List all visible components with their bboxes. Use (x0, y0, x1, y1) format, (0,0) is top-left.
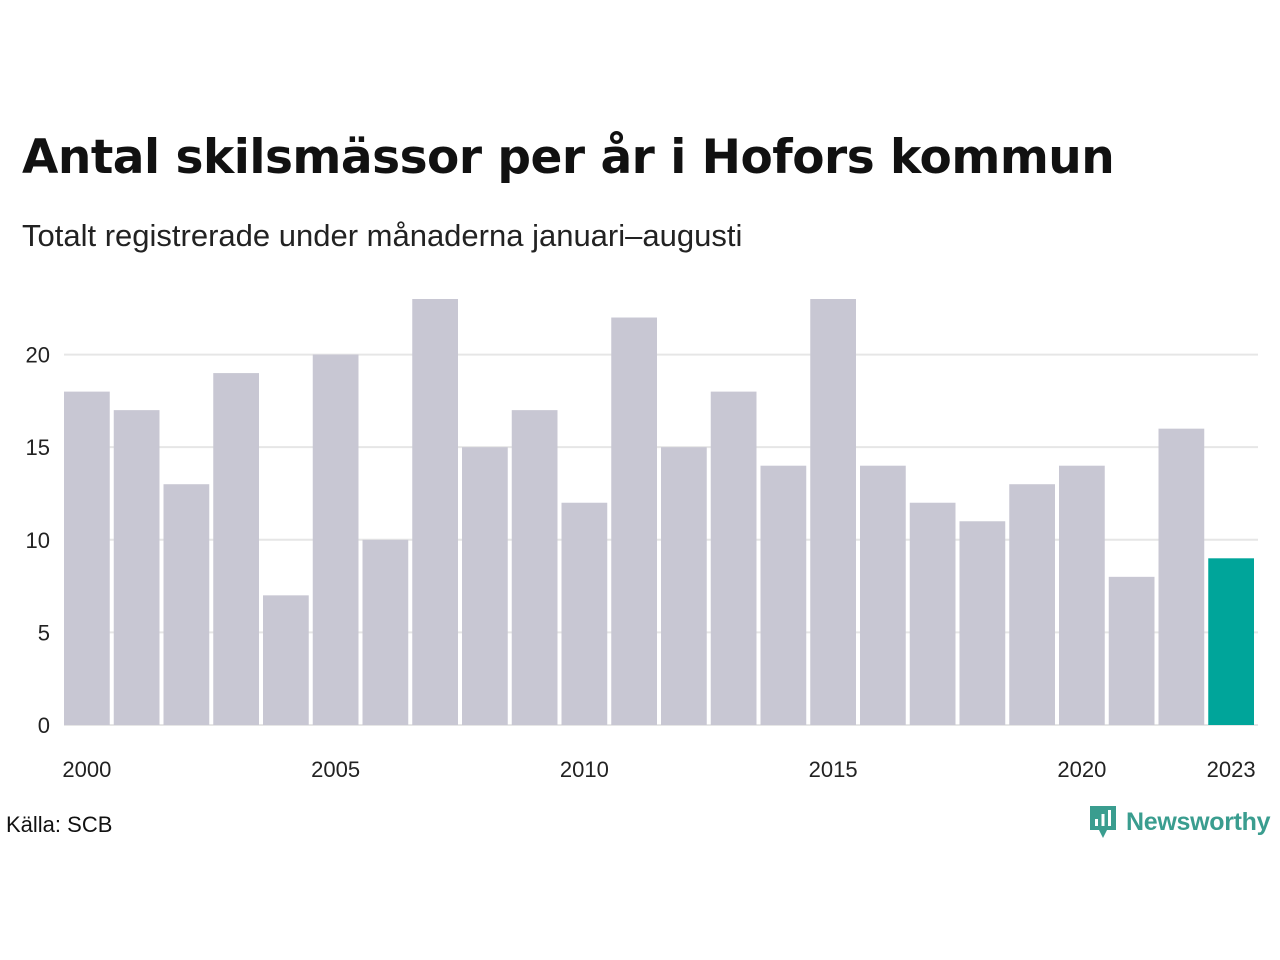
y-tick-label: 5 (38, 620, 50, 645)
x-tick-label: 2000 (62, 757, 111, 782)
bar-2005 (312, 354, 359, 725)
x-tick-label: 2005 (311, 757, 360, 782)
bar-2018 (959, 521, 1006, 725)
brand-logo: Newsworthy (1088, 804, 1271, 840)
bars (64, 299, 1254, 725)
y-axis-ticks: 0 5 10 15 20 (26, 343, 50, 738)
x-tick-label: 2015 (809, 757, 858, 782)
bar-2010 (561, 502, 608, 725)
x-tick-label: 2020 (1057, 757, 1106, 782)
bar-2016 (860, 465, 906, 725)
bar-2019 (1009, 484, 1055, 725)
chart-title: Antal skilsmässor per år i Hofors kommun (22, 130, 1115, 185)
y-tick-label: 10 (26, 528, 50, 553)
bar-2022 (1158, 428, 1205, 725)
y-tick-label: 15 (26, 435, 50, 460)
bar-2014 (760, 465, 807, 725)
bar-2013 (710, 391, 757, 725)
y-tick-label: 0 (38, 713, 50, 738)
x-axis-ticks: 2000 2005 2010 2015 2020 2023 (62, 757, 1255, 782)
source-note: Källa: SCB (6, 812, 113, 837)
bar-2017 (909, 502, 956, 725)
y-tick-label: 20 (26, 343, 50, 368)
brand-name: Newsworthy (1126, 807, 1271, 836)
bar-2002 (163, 484, 210, 725)
bar-2004 (263, 595, 309, 725)
bar-2003 (213, 373, 259, 725)
bar-2023 (1208, 558, 1254, 725)
bar-2001 (113, 410, 160, 725)
chart-subtitle: Totalt registrerade under månaderna janu… (22, 218, 743, 253)
bar-2006 (362, 539, 409, 725)
bar-2008 (462, 447, 508, 725)
x-tick-label: 2010 (560, 757, 609, 782)
x-tick-label: 2023 (1207, 757, 1256, 782)
bar-2000 (64, 391, 110, 725)
bar-2021 (1108, 576, 1155, 725)
bar-2015 (810, 299, 856, 725)
bar-2012 (661, 447, 707, 725)
bar-2020 (1059, 465, 1105, 725)
bar-2009 (511, 410, 558, 725)
bar-2007 (412, 299, 458, 725)
bar-2011 (611, 317, 657, 725)
newsworthy-logo-icon (1090, 806, 1116, 838)
